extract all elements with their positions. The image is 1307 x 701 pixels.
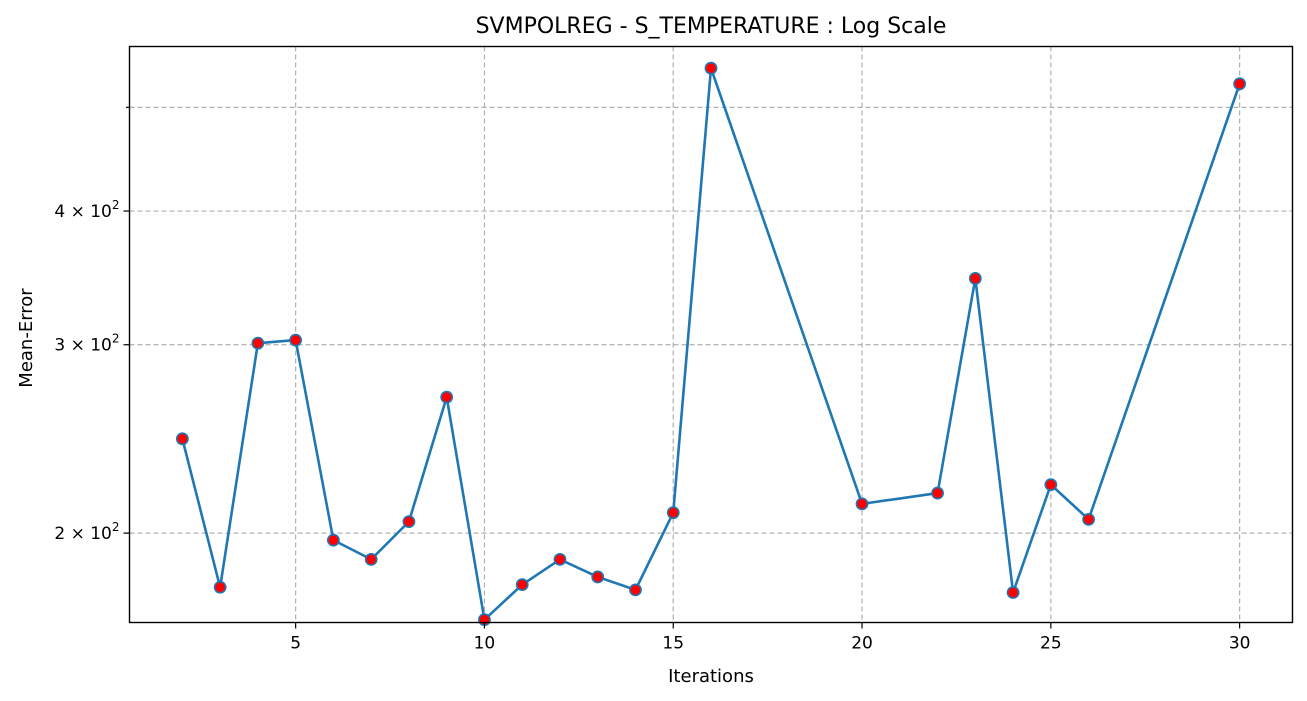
data-point bbox=[591, 570, 605, 584]
data-point bbox=[553, 553, 567, 566]
data-point bbox=[1233, 77, 1247, 91]
y-tick-label: 4 × 102 bbox=[54, 198, 119, 222]
x-tick-label: 5 bbox=[290, 634, 301, 654]
data-point bbox=[251, 336, 265, 350]
data-point bbox=[666, 506, 680, 520]
x-tick-label: 15 bbox=[662, 634, 684, 654]
series-line bbox=[181, 66, 1241, 621]
x-tick-label: 30 bbox=[1229, 634, 1251, 654]
data-point bbox=[289, 333, 303, 347]
data-point bbox=[968, 272, 982, 285]
chart-title: SVMPOLREG - S_TEMPERATURE : Log Scale bbox=[476, 14, 947, 39]
data-point bbox=[931, 486, 944, 500]
data-point bbox=[515, 578, 529, 592]
data-point bbox=[213, 580, 227, 594]
x-axis-label: Iterations bbox=[668, 666, 754, 687]
x-tick-label: 25 bbox=[1040, 634, 1062, 654]
data-point bbox=[704, 61, 718, 75]
data-point bbox=[440, 390, 454, 404]
y-axis-label: Mean-Error bbox=[16, 288, 37, 388]
data-point bbox=[175, 432, 189, 446]
data-point bbox=[629, 583, 642, 597]
data-point bbox=[855, 497, 869, 511]
y-tick-label: 3 × 102 bbox=[54, 332, 119, 356]
x-tick-label: 10 bbox=[474, 634, 496, 654]
data-point bbox=[402, 515, 416, 529]
data-point bbox=[364, 553, 378, 566]
data-point bbox=[1082, 512, 1095, 526]
grid-layer bbox=[129, 46, 1293, 623]
data-point bbox=[1006, 586, 1020, 599]
ticks-layer: 5 10 15 20 25 30 2 × 102 3 × 102 4 × 102 bbox=[54, 106, 1251, 654]
x-tick-label: 20 bbox=[851, 634, 873, 654]
plot-frame bbox=[128, 45, 1294, 624]
series-layer bbox=[175, 61, 1247, 627]
data-point bbox=[327, 533, 340, 547]
y-tick-label: 2 × 102 bbox=[54, 520, 119, 544]
data-point bbox=[1044, 478, 1058, 492]
